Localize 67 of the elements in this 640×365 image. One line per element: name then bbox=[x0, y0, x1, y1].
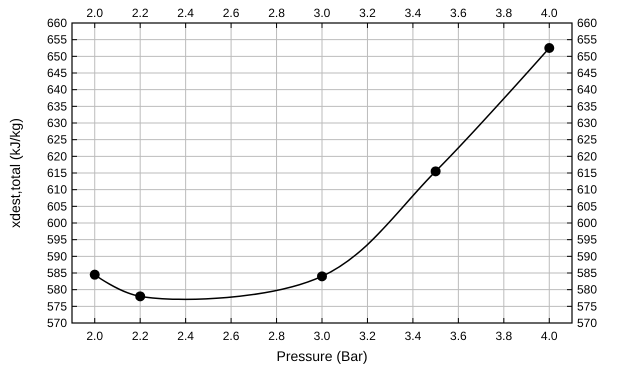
x-tick-label: 3.6 bbox=[450, 6, 468, 20]
y-tick-label: 605 bbox=[46, 199, 68, 214]
y-tick-label: 615 bbox=[46, 166, 68, 180]
y2-tick-label: 605 bbox=[577, 199, 598, 214]
y2-tick-label: 660 bbox=[577, 16, 598, 30]
x2-tick-label: 4.0 bbox=[540, 329, 558, 343]
y2-tick-label: 625 bbox=[577, 132, 598, 147]
x2-tick-label: 3.0 bbox=[314, 329, 331, 343]
x-axis-title: Pressure (Bar) bbox=[276, 348, 368, 364]
x-tick-label: 2.0 bbox=[86, 6, 104, 20]
y2-tick-label: 630 bbox=[577, 116, 598, 130]
y-tick-label: 630 bbox=[46, 116, 68, 130]
y2-tick-label: 655 bbox=[577, 32, 598, 47]
y-tick-label: 625 bbox=[46, 132, 68, 147]
point bbox=[135, 291, 146, 302]
x-tick-label: 3.2 bbox=[359, 6, 376, 20]
x-tick-label: 3.0 bbox=[314, 6, 331, 20]
y-tick-label: 580 bbox=[46, 282, 68, 297]
y2-tick-label: 585 bbox=[577, 266, 598, 280]
y-tick-label: 635 bbox=[46, 99, 68, 114]
x-tick-label: 2.6 bbox=[222, 6, 240, 20]
y2-tick-label: 610 bbox=[577, 182, 598, 197]
x2-tick-label: 2.8 bbox=[268, 329, 286, 343]
y2-tick-label: 650 bbox=[577, 49, 598, 64]
y2-tick-label: 640 bbox=[577, 82, 598, 97]
y2-tick-label: 595 bbox=[577, 232, 598, 247]
x2-tick-label: 3.8 bbox=[495, 329, 512, 343]
x2-tick-label: 3.6 bbox=[450, 329, 468, 343]
y-tick-label: 585 bbox=[46, 266, 68, 280]
y2-tick-label: 570 bbox=[577, 316, 598, 330]
y-tick-label: 595 bbox=[46, 232, 68, 247]
y-tick-label: 570 bbox=[46, 316, 68, 330]
y2-tick-label: 600 bbox=[577, 216, 598, 230]
y-tick-label: 575 bbox=[46, 299, 68, 314]
x2-tick-label: 2.6 bbox=[222, 329, 240, 343]
y-tick-label: 645 bbox=[46, 66, 68, 80]
x-tick-label: 2.2 bbox=[132, 6, 149, 20]
y2-tick-label: 575 bbox=[577, 299, 598, 314]
y2-tick-label: 635 bbox=[577, 99, 598, 114]
y2-tick-label: 620 bbox=[577, 149, 598, 164]
y-tick-label: 620 bbox=[46, 149, 68, 164]
x-tick-label: 3.4 bbox=[404, 6, 422, 20]
y-tick-label: 600 bbox=[46, 216, 68, 230]
y2-tick-label: 645 bbox=[577, 66, 598, 80]
x2-tick-label: 3.2 bbox=[359, 329, 376, 343]
x2-tick-label: 2.4 bbox=[177, 329, 194, 343]
y2-tick-label: 580 bbox=[577, 282, 598, 297]
x-tick-label: 4.0 bbox=[540, 6, 558, 20]
x2-tick-label: 2.2 bbox=[132, 329, 149, 343]
y-tick-label: 660 bbox=[46, 16, 68, 30]
y-tick-label: 650 bbox=[46, 49, 68, 64]
y-axis-title: xdest,total (kJ/kg) bbox=[7, 118, 23, 228]
y-tick-label: 640 bbox=[46, 82, 68, 97]
point bbox=[430, 166, 441, 176]
x-tick-label: 3.8 bbox=[495, 6, 512, 20]
y2-tick-label: 615 bbox=[577, 166, 598, 180]
x-tick-label: 2.4 bbox=[177, 6, 194, 20]
y-tick-label: 655 bbox=[46, 32, 68, 47]
y-tick-label: 610 bbox=[46, 182, 68, 197]
x2-tick-label: 3.4 bbox=[404, 329, 422, 343]
y-tick-label: 590 bbox=[46, 249, 68, 264]
x-tick-label: 2.8 bbox=[268, 6, 286, 20]
point bbox=[90, 270, 100, 280]
x2-tick-label: 2.0 bbox=[86, 329, 104, 343]
point bbox=[544, 43, 554, 53]
y2-tick-label: 590 bbox=[577, 249, 598, 264]
point bbox=[317, 271, 327, 282]
